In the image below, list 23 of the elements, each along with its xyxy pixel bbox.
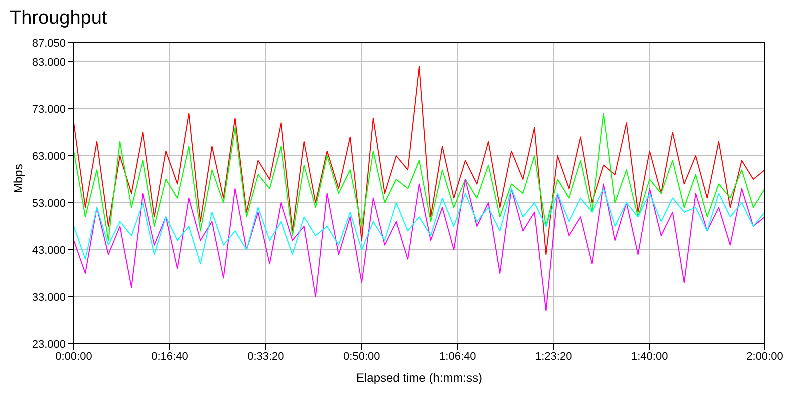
line-series [74, 66, 765, 256]
x-tick-label: 1:40:00 [631, 350, 668, 363]
x-tick-label: 0:00:00 [56, 350, 92, 363]
y-tick-label: 43.000 [32, 244, 66, 257]
line-series [74, 188, 765, 265]
line-series [74, 179, 765, 312]
x-tick-label: 0:50:00 [344, 350, 380, 363]
x-axis-title: Elapsed time (h:mm:ss) [356, 371, 483, 385]
y-axis-title: Mbps [11, 164, 26, 194]
x-tick-label: 0:16:40 [152, 350, 188, 363]
y-tick-label: 23.000 [32, 338, 66, 351]
line-series [74, 113, 765, 242]
x-tick-label: 1:06:40 [440, 350, 476, 363]
y-tick-label: 87.050 [32, 38, 66, 50]
y-tick-label: 83.000 [32, 56, 66, 69]
x-tick-label: 1:23:20 [536, 350, 572, 363]
y-tick-label: 33.000 [32, 292, 66, 304]
x-tick-label: 2:00:00 [746, 350, 784, 363]
y-tick-label: 53.000 [32, 198, 66, 210]
chart-title: Throughput [9, 8, 108, 31]
x-tick-label: 0:33:20 [248, 350, 284, 363]
y-tick-label: 73.000 [32, 104, 66, 116]
y-tick-label: 63.000 [32, 150, 66, 163]
